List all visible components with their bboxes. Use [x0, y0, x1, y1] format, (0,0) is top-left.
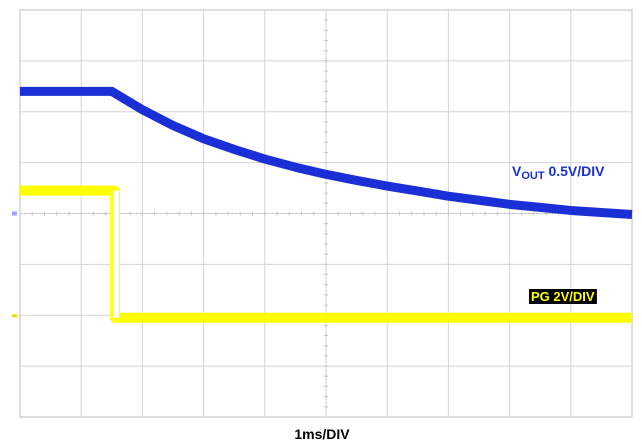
trace-labels: PG 2V/DIV VOUT 0.5V/DIV 1ms/DIV	[294, 163, 605, 442]
vout-ground-marker	[12, 211, 17, 216]
vout-trace-label: VOUT 0.5V/DIV	[512, 163, 605, 182]
grid	[19, 9, 633, 418]
vout-label-main: V	[512, 163, 522, 179]
pg-trace-label: PG 2V/DIV	[531, 289, 595, 304]
pg-label-background	[529, 289, 597, 304]
traces	[12, 86, 633, 323]
x-axis-label: 1ms/DIV	[294, 426, 350, 442]
vout-trace	[20, 86, 633, 220]
vout-label-scale: 0.5V/DIV	[545, 163, 606, 179]
pg-ground-marker	[12, 314, 17, 318]
vout-label-subscript: OUT	[521, 170, 545, 182]
